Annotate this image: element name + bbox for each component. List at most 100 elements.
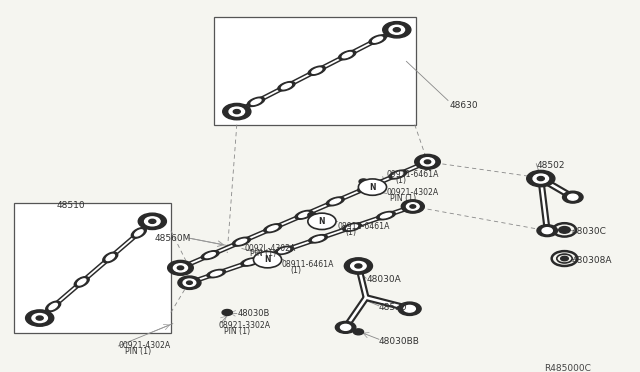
Circle shape [533, 174, 548, 183]
Ellipse shape [308, 66, 325, 76]
Circle shape [145, 217, 160, 226]
Circle shape [559, 227, 570, 233]
Ellipse shape [205, 253, 215, 258]
Circle shape [223, 103, 251, 120]
Text: PIN (1): PIN (1) [224, 327, 250, 336]
Text: 48510: 48510 [56, 201, 85, 210]
Text: N: N [264, 255, 271, 264]
Circle shape [355, 264, 362, 268]
Circle shape [563, 191, 583, 203]
Circle shape [187, 281, 192, 285]
Ellipse shape [308, 235, 328, 243]
Ellipse shape [131, 228, 147, 238]
Circle shape [393, 28, 401, 32]
Text: 48630: 48630 [450, 101, 479, 110]
Circle shape [178, 276, 201, 289]
Ellipse shape [77, 279, 86, 285]
Ellipse shape [278, 81, 295, 91]
Circle shape [138, 213, 166, 230]
Circle shape [26, 310, 54, 326]
Text: 09911-6461A: 09911-6461A [387, 170, 439, 179]
Circle shape [401, 200, 424, 213]
Circle shape [527, 170, 555, 187]
Circle shape [406, 203, 419, 210]
Circle shape [253, 251, 282, 268]
Circle shape [222, 310, 232, 315]
Circle shape [358, 179, 387, 195]
Circle shape [568, 194, 578, 200]
Ellipse shape [377, 211, 396, 220]
Text: N: N [319, 217, 325, 226]
Circle shape [561, 256, 568, 261]
Ellipse shape [381, 213, 392, 218]
Ellipse shape [251, 99, 261, 105]
Text: 08911-6461A: 08911-6461A [337, 222, 390, 231]
Text: (1): (1) [346, 228, 356, 237]
Text: 0092L-4302A: 0092L-4302A [244, 244, 296, 253]
Circle shape [177, 266, 184, 270]
Ellipse shape [369, 35, 386, 44]
Circle shape [383, 22, 411, 38]
Circle shape [351, 262, 366, 270]
Circle shape [424, 160, 431, 164]
Text: 48560M: 48560M [155, 234, 191, 243]
Ellipse shape [393, 172, 403, 177]
Ellipse shape [343, 223, 362, 231]
Ellipse shape [295, 211, 313, 219]
Ellipse shape [207, 269, 225, 278]
Circle shape [335, 321, 356, 333]
Ellipse shape [282, 84, 291, 89]
Circle shape [308, 213, 336, 230]
Text: 48030C: 48030C [572, 227, 606, 236]
Ellipse shape [326, 197, 344, 206]
Circle shape [344, 258, 372, 274]
Text: R485000C: R485000C [544, 364, 591, 372]
Circle shape [148, 219, 156, 223]
Text: PIN (1): PIN (1) [250, 249, 276, 258]
Ellipse shape [232, 237, 250, 246]
Text: 48030BB: 48030BB [379, 337, 420, 346]
Circle shape [32, 314, 47, 323]
Circle shape [353, 329, 364, 335]
Text: PIN (1): PIN (1) [125, 347, 152, 356]
Ellipse shape [106, 254, 115, 260]
Ellipse shape [275, 246, 294, 254]
Circle shape [340, 324, 351, 330]
Ellipse shape [74, 277, 89, 287]
Text: 08921-3302A: 08921-3302A [219, 321, 271, 330]
Circle shape [229, 107, 244, 116]
Ellipse shape [236, 239, 246, 244]
Text: (1): (1) [290, 266, 301, 275]
Text: (1): (1) [395, 176, 406, 185]
Ellipse shape [346, 225, 358, 230]
Ellipse shape [201, 251, 219, 260]
Circle shape [359, 179, 368, 184]
Ellipse shape [244, 260, 256, 264]
Circle shape [537, 225, 557, 237]
Ellipse shape [339, 51, 356, 60]
Text: 48502: 48502 [536, 161, 565, 170]
Text: 48030B: 48030B [238, 309, 271, 318]
Text: 00921-4302A: 00921-4302A [387, 188, 438, 197]
Circle shape [410, 205, 416, 208]
Ellipse shape [45, 301, 61, 312]
Circle shape [538, 177, 544, 180]
Ellipse shape [362, 186, 372, 190]
Circle shape [173, 264, 188, 272]
Ellipse shape [241, 258, 259, 266]
Text: 48530: 48530 [379, 303, 408, 312]
Text: PIN (1): PIN (1) [390, 194, 417, 203]
Ellipse shape [299, 212, 309, 217]
Circle shape [234, 109, 241, 114]
Ellipse shape [342, 52, 352, 58]
Circle shape [420, 158, 435, 166]
Ellipse shape [312, 237, 324, 241]
Ellipse shape [372, 37, 383, 42]
Ellipse shape [49, 303, 58, 310]
Circle shape [389, 25, 404, 34]
Ellipse shape [264, 224, 282, 233]
Circle shape [308, 212, 317, 218]
Ellipse shape [330, 199, 340, 204]
Circle shape [36, 316, 44, 320]
Text: 480308A: 480308A [572, 256, 612, 265]
